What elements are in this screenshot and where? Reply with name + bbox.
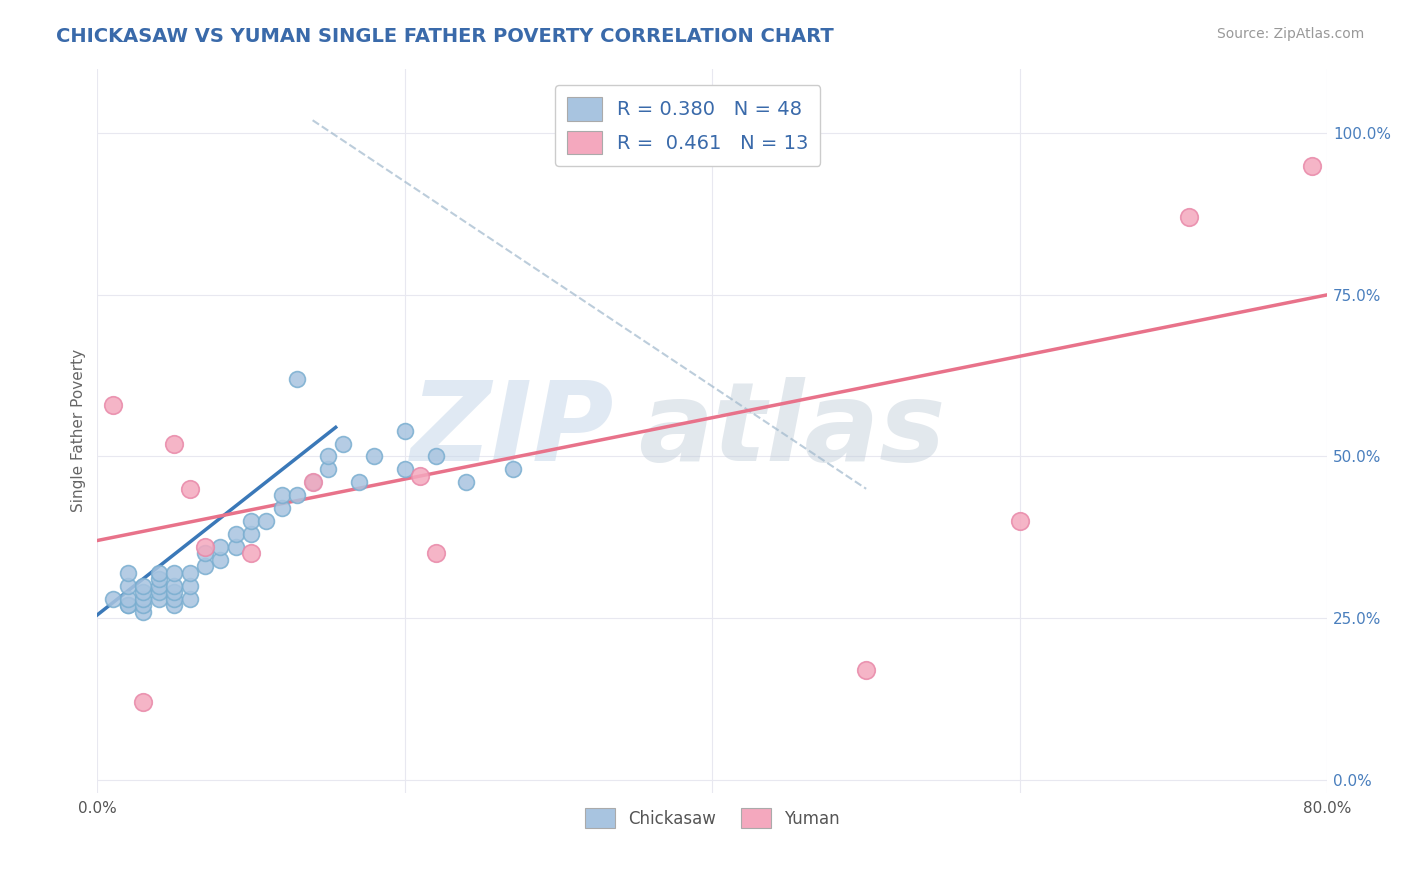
Point xyxy=(163,579,186,593)
Point xyxy=(163,591,186,606)
Point xyxy=(301,475,323,490)
Point xyxy=(301,475,323,490)
Point xyxy=(148,566,170,580)
Point xyxy=(363,450,385,464)
Point xyxy=(194,559,217,574)
Point xyxy=(394,424,416,438)
Point xyxy=(347,475,370,490)
Point xyxy=(179,566,201,580)
Point xyxy=(101,398,124,412)
Point xyxy=(240,514,263,528)
Point xyxy=(425,450,447,464)
Point xyxy=(1301,159,1323,173)
Point xyxy=(101,591,124,606)
Point xyxy=(148,591,170,606)
Point xyxy=(132,695,155,709)
Point xyxy=(1008,514,1031,528)
Point xyxy=(285,488,308,502)
Text: atlas: atlas xyxy=(638,377,946,484)
Point xyxy=(117,598,139,612)
Point xyxy=(855,663,877,677)
Point xyxy=(409,468,432,483)
Point xyxy=(117,591,139,606)
Point xyxy=(117,579,139,593)
Text: Source: ZipAtlas.com: Source: ZipAtlas.com xyxy=(1216,27,1364,41)
Point xyxy=(502,462,524,476)
Point xyxy=(240,546,263,560)
Point xyxy=(163,566,186,580)
Point xyxy=(394,462,416,476)
Point xyxy=(225,540,247,554)
Point xyxy=(209,540,232,554)
Point xyxy=(285,372,308,386)
Text: CHICKASAW VS YUMAN SINGLE FATHER POVERTY CORRELATION CHART: CHICKASAW VS YUMAN SINGLE FATHER POVERTY… xyxy=(56,27,834,45)
Point xyxy=(132,598,155,612)
Point xyxy=(132,585,155,599)
Point xyxy=(179,591,201,606)
Point xyxy=(117,598,139,612)
Point xyxy=(179,579,201,593)
Legend: Chickasaw, Yuman: Chickasaw, Yuman xyxy=(578,801,846,835)
Point xyxy=(270,501,292,516)
Point xyxy=(270,488,292,502)
Point xyxy=(132,579,155,593)
Point xyxy=(209,553,232,567)
Point xyxy=(256,514,278,528)
Point xyxy=(163,598,186,612)
Point xyxy=(132,605,155,619)
Point xyxy=(148,572,170,586)
Point xyxy=(194,540,217,554)
Point xyxy=(163,585,186,599)
Point xyxy=(148,579,170,593)
Point xyxy=(332,436,354,450)
Point xyxy=(148,585,170,599)
Y-axis label: Single Father Poverty: Single Father Poverty xyxy=(72,349,86,512)
Point xyxy=(163,436,186,450)
Point xyxy=(316,462,339,476)
Point xyxy=(1178,211,1201,225)
Point xyxy=(117,566,139,580)
Point xyxy=(179,482,201,496)
Point xyxy=(132,591,155,606)
Point xyxy=(425,546,447,560)
Text: ZIP: ZIP xyxy=(411,377,614,484)
Point xyxy=(225,527,247,541)
Point xyxy=(240,527,263,541)
Point xyxy=(194,546,217,560)
Point xyxy=(316,450,339,464)
Point xyxy=(456,475,478,490)
